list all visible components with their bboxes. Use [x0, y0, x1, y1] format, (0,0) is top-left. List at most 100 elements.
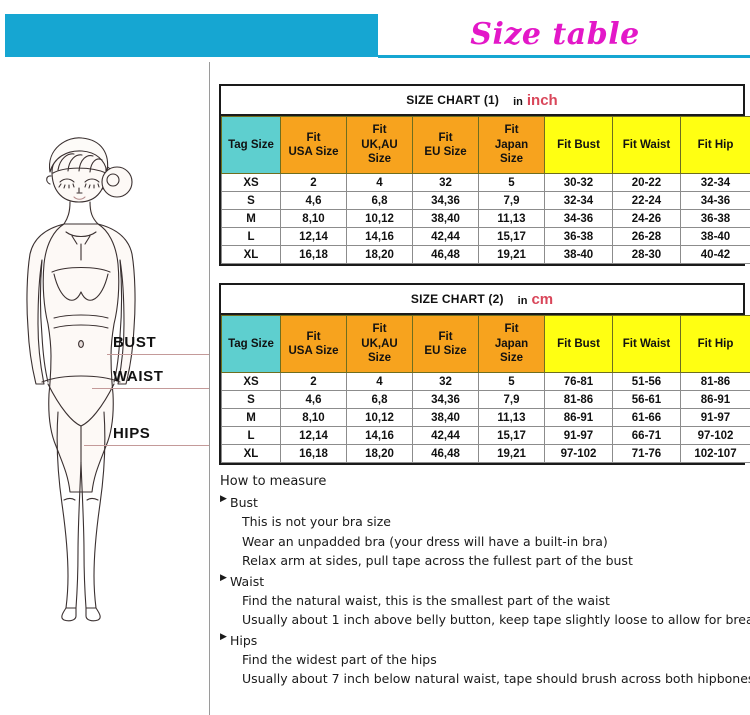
header-underline-rule: [378, 55, 750, 58]
size-chart-1-title-row: SIZE CHART (1) in inch: [221, 86, 743, 116]
col-header-fit-bust: Fit Bust: [544, 116, 613, 174]
cell-japan-size: 7,9: [478, 191, 545, 210]
col-header-fit-bust: Fit Bust: [544, 315, 613, 373]
cell-fit-hip: 38-40: [680, 227, 750, 246]
size-chart-1-header-row: Tag Size Fit USA Size Fit UK,AU Size Fit EU …: [221, 116, 750, 174]
col-header-tag-size: Tag Size: [221, 315, 281, 373]
bullet-arrow-icon: ▶: [220, 572, 227, 583]
cell-usa-size: 12,14: [280, 426, 347, 445]
female-body-measurement-diagram: [26, 137, 136, 622]
cell-ukau-size: 14,16: [346, 227, 413, 246]
size-chart-2-title: SIZE CHART (2): [410, 292, 504, 306]
cell-fit-waist: 26-28: [612, 227, 681, 246]
how-to-measure-term-waist: ▶ Waist: [220, 572, 742, 591]
cell-usa-size: 2: [280, 173, 347, 192]
size-chart-1-body: XS 2 4 32 5 30-32 20-22 32-34 S 4,6 6,8 …: [221, 173, 750, 264]
cell-tag-size: M: [221, 209, 281, 228]
table-row: XL 16,18 18,20 46,48 19,21 38-40 28-30 4…: [221, 245, 750, 264]
cell-fit-waist: 20-22: [612, 173, 681, 192]
how-to-measure-line: Relax arm at sides, pull tape across the…: [242, 553, 633, 569]
size-chart-2-table: Tag Size Fit USA Size Fit UK,AU Size Fit EU …: [221, 315, 750, 463]
cell-fit-bust: 86-91: [544, 408, 613, 427]
cell-tag-size: XL: [221, 444, 281, 463]
cell-fit-waist: 71-76: [612, 444, 681, 463]
cell-ukau-size: 6,8: [346, 390, 413, 409]
cell-fit-waist: 66-71: [612, 426, 681, 445]
table-row: S 4,6 6,8 34,36 7,9 81-86 56-61 86-91: [221, 390, 750, 409]
cell-eu-size: 34,36: [412, 191, 479, 210]
cell-fit-waist: 56-61: [612, 390, 681, 409]
cell-japan-size: 19,21: [478, 444, 545, 463]
cell-fit-hip: 34-36: [680, 191, 750, 210]
cell-fit-hip: 97-102: [680, 426, 750, 445]
table-row: XS 2 4 32 5 76-81 51-56 81-86: [221, 372, 750, 391]
cell-usa-size: 12,14: [280, 227, 347, 246]
cell-eu-size: 38,40: [412, 209, 479, 228]
table-row: XL 16,18 18,20 46,48 19,21 97-102 71-76 …: [221, 444, 750, 463]
bullet-arrow-icon: ▶: [220, 631, 227, 642]
cell-fit-bust: 38-40: [544, 245, 613, 264]
cell-fit-bust: 81-86: [544, 390, 613, 409]
cell-fit-hip: 91-97: [680, 408, 750, 427]
table-row: L 12,14 14,16 42,44 15,17 36-38 26-28 38…: [221, 227, 750, 246]
cell-fit-waist: 28-30: [612, 245, 681, 264]
cell-fit-bust: 91-97: [544, 426, 613, 445]
col-header-japan-size: Fit Japan Size: [478, 116, 545, 174]
cell-fit-bust: 34-36: [544, 209, 613, 228]
page-title: Size table: [470, 16, 640, 52]
col-header-tag-size: Tag Size: [221, 116, 281, 174]
cell-ukau-size: 14,16: [346, 426, 413, 445]
cell-usa-size: 16,18: [280, 245, 347, 264]
size-chart-1-unit-group: in inch: [513, 92, 558, 109]
cell-ukau-size: 6,8: [346, 191, 413, 210]
cell-japan-size: 19,21: [478, 245, 545, 264]
size-chart-2-unit-prefix: in: [517, 294, 528, 307]
cell-tag-size: XL: [221, 245, 281, 264]
cell-fit-bust: 32-34: [544, 191, 613, 210]
cell-eu-size: 38,40: [412, 408, 479, 427]
cell-fit-hip: 32-34: [680, 173, 750, 192]
how-to-measure-term-label: Hips: [230, 632, 258, 648]
cell-ukau-size: 18,20: [346, 444, 413, 463]
col-header-usa-size: Fit USA Size: [280, 315, 347, 373]
cell-tag-size: S: [221, 191, 281, 210]
how-to-measure-section: How to measure ▶ Bust This is not your b…: [220, 474, 750, 690]
table-row: M 8,10 10,12 38,40 11,13 34-36 24-26 36-…: [221, 209, 750, 228]
cell-usa-size: 4,6: [280, 390, 347, 409]
cell-fit-hip: 36-38: [680, 209, 750, 228]
cell-usa-size: 16,18: [280, 444, 347, 463]
cell-japan-size: 15,17: [478, 426, 545, 445]
how-to-measure-heading: How to measure: [220, 474, 327, 489]
col-header-fit-hip: Fit Hip: [680, 116, 750, 174]
cell-usa-size: 8,10: [280, 408, 347, 427]
cell-fit-hip: 40-42: [680, 245, 750, 264]
how-to-measure-line: Find the natural waist, this is the smal…: [242, 592, 610, 608]
how-to-measure-group-bust: ▶ Bust This is not your bra size Wear an…: [220, 493, 742, 571]
cell-eu-size: 32: [412, 173, 479, 192]
cell-tag-size: L: [221, 426, 281, 445]
cell-japan-size: 5: [478, 372, 545, 391]
cell-usa-size: 4,6: [280, 191, 347, 210]
table-row: L 12,14 14,16 42,44 15,17 91-97 66-71 97…: [221, 426, 750, 445]
how-to-measure-term-label: Waist: [230, 573, 265, 589]
cell-tag-size: XS: [221, 173, 281, 192]
how-to-measure-group-waist: ▶ Waist Find the natural waist, this is …: [220, 572, 750, 630]
figure-panel: BUST WAIST HIPS: [0, 62, 209, 715]
how-to-measure-term-label: Bust: [230, 495, 258, 510]
cell-fit-hip: 102-107: [680, 444, 750, 463]
cell-tag-size: XS: [221, 372, 281, 391]
size-chart-1-unit: inch: [526, 91, 558, 109]
table-row: XS 2 4 32 5 30-32 20-22 32-34: [221, 173, 750, 192]
size-chart-2-unit: cm: [531, 290, 554, 308]
cell-fit-hip: 86-91: [680, 390, 750, 409]
cell-usa-size: 8,10: [280, 209, 347, 228]
size-chart-1-unit-prefix: in: [513, 95, 523, 108]
size-chart-2: SIZE CHART (2) in cm Tag Size Fit USA Siz…: [219, 283, 750, 465]
figure-leader-line-bust: [107, 354, 209, 355]
cell-fit-waist: 51-56: [612, 372, 681, 391]
cell-eu-size: 42,44: [412, 227, 479, 246]
figure-leader-line-waist: [92, 388, 209, 389]
size-chart-2-unit-group: in cm: [518, 291, 553, 308]
how-to-measure-term-hips: ▶ Hips: [220, 631, 742, 650]
figure-leader-line-hips: [84, 445, 209, 446]
